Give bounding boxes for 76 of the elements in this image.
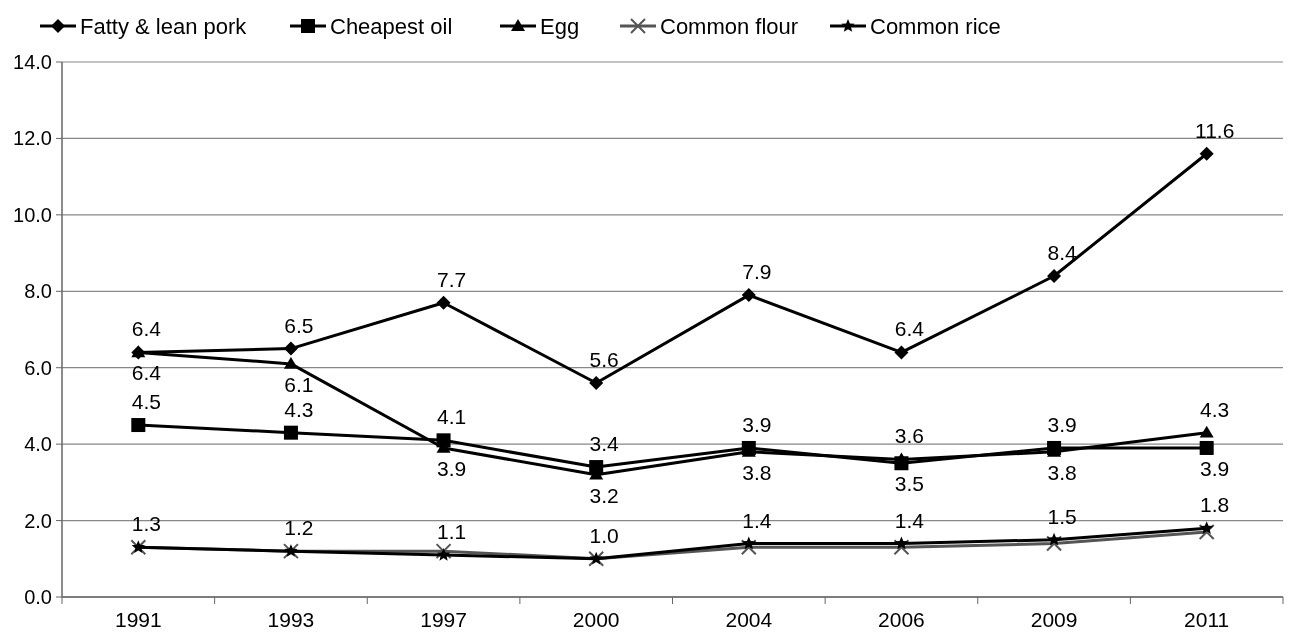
x-tick-label: 1993: [267, 608, 315, 631]
y-tick-label: 10.0: [13, 203, 52, 226]
point: [894, 452, 909, 465]
data-label: 8.4: [1047, 241, 1077, 264]
x-tick-label: 2011: [1184, 608, 1230, 631]
data-label: 4.5: [131, 390, 161, 414]
data-label: 1.2: [284, 516, 314, 540]
point: [436, 547, 451, 561]
data-label: 6.5: [284, 313, 314, 337]
data-label: 6.4: [894, 317, 925, 341]
legend-label: Common flour: [660, 14, 799, 39]
point: [436, 295, 451, 310]
data-label: 1.1: [436, 519, 467, 543]
point: [283, 356, 298, 369]
data-label: 3.8: [1047, 460, 1077, 484]
data-label: 3.5: [894, 472, 925, 496]
point: [283, 425, 298, 440]
data-label: 3.9: [1047, 412, 1077, 436]
point: [131, 418, 146, 433]
y-tick-label: 8.0: [24, 280, 52, 303]
x-tick-label: 2009: [1030, 608, 1078, 631]
point: [894, 536, 909, 550]
y-tick-label: 6.0: [24, 356, 52, 379]
legend-label: Cheapest oil: [330, 14, 453, 39]
x-tick-label: 2006: [878, 608, 925, 631]
data-label: 1.3: [131, 512, 161, 536]
data-label: 3.9: [1200, 456, 1230, 480]
point: [1047, 269, 1062, 283]
data-label: 4.3: [284, 397, 314, 421]
legend-label: Fatty & lean pork: [80, 14, 248, 39]
y-tick-label: 4.0: [24, 433, 52, 456]
y-tick-label: 2.0: [24, 509, 52, 532]
data-label: 1.4: [894, 508, 925, 532]
data-label: 7.9: [742, 260, 772, 284]
point: [1200, 521, 1214, 534]
point: [1046, 535, 1063, 552]
data-label: 11.6: [1195, 118, 1235, 142]
point: [435, 543, 452, 560]
y-tick-label: 0.0: [24, 586, 52, 608]
legend-label: Common rice: [870, 14, 1001, 39]
y-tick-label: 14.0: [13, 51, 52, 73]
data-label: 4.3: [1200, 397, 1230, 421]
data-label: 3.9: [436, 456, 467, 480]
point: [1199, 425, 1214, 438]
x-tick-label: 2004: [725, 608, 773, 631]
data-label: 6.1: [284, 372, 314, 396]
data-label: 7.7: [436, 267, 467, 291]
data-label: 6.4: [131, 317, 162, 341]
data-label: 4.1: [436, 405, 467, 429]
data-label: 5.6: [589, 348, 619, 371]
x-tick-label: 2000: [572, 608, 620, 631]
data-label: 3.8: [742, 460, 772, 484]
point: [1198, 524, 1215, 541]
point: [741, 288, 756, 303]
data-label: 6.4: [131, 361, 162, 385]
x-tick-label: 1997: [420, 608, 467, 631]
legend-label: Egg: [540, 14, 580, 39]
data-label: 3.2: [589, 483, 619, 507]
point: [589, 376, 604, 390]
point: [894, 345, 909, 360]
point: [1047, 532, 1061, 546]
point: [740, 539, 757, 556]
point: [283, 341, 298, 356]
data-label: 3.4: [589, 432, 620, 456]
x-tick-label: 1991: [114, 608, 162, 631]
point: [742, 536, 756, 550]
data-label: 1.0: [589, 523, 619, 547]
point: [1199, 440, 1214, 455]
data-label: 1.4: [742, 508, 772, 532]
point: [1199, 146, 1214, 161]
data-label: 1.5: [1047, 504, 1077, 528]
point: [893, 539, 910, 556]
data-label: 3.9: [742, 412, 772, 436]
data-label: 1.8: [1200, 493, 1230, 517]
data-label: 3.6: [894, 424, 925, 448]
y-tick-label: 12.0: [13, 127, 52, 150]
